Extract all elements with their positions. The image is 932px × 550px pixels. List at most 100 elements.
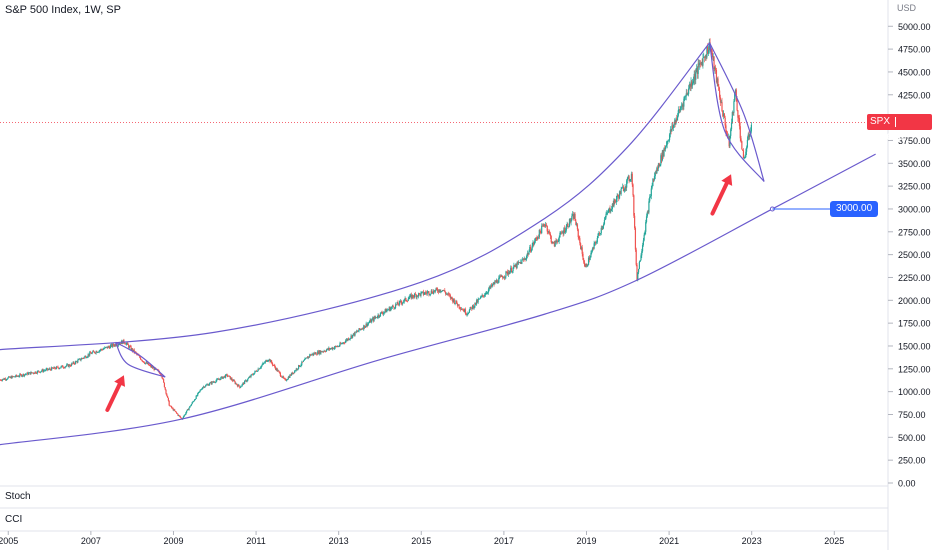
candle-body bbox=[170, 405, 172, 407]
candle-body bbox=[148, 365, 150, 366]
candle-body bbox=[164, 387, 166, 390]
candle-body bbox=[732, 111, 734, 113]
candle-body bbox=[411, 294, 413, 299]
candle-body bbox=[554, 240, 556, 247]
candle-body bbox=[508, 272, 510, 274]
candle-body bbox=[589, 257, 591, 260]
candle-body bbox=[259, 367, 262, 369]
candle-body bbox=[143, 362, 146, 364]
candle-body bbox=[644, 231, 646, 235]
candle-body bbox=[120, 343, 122, 345]
candle-body bbox=[571, 215, 573, 220]
candle-body bbox=[174, 409, 176, 411]
candle-body bbox=[695, 67, 698, 73]
candle-body bbox=[199, 390, 201, 392]
candle-body bbox=[633, 195, 635, 216]
candle-body bbox=[661, 150, 664, 161]
candle-body bbox=[460, 308, 462, 310]
candle-body bbox=[562, 232, 564, 234]
candle-body bbox=[347, 338, 349, 341]
candle-body bbox=[553, 242, 555, 243]
candle-body bbox=[645, 216, 648, 223]
candle-body bbox=[24, 374, 27, 376]
candle-body bbox=[731, 111, 733, 123]
y-tick-label: 2250.00 bbox=[898, 273, 931, 283]
candle-body bbox=[498, 276, 501, 278]
candle-body bbox=[597, 233, 599, 239]
candle-body bbox=[286, 379, 289, 380]
candle-body bbox=[397, 302, 399, 305]
candle-body bbox=[354, 331, 356, 336]
candle-body bbox=[625, 186, 627, 188]
candle-body bbox=[517, 262, 519, 264]
candle-body bbox=[110, 344, 112, 346]
candle-body bbox=[325, 351, 327, 353]
candle-body bbox=[626, 180, 628, 188]
stoch-pane-label[interactable]: Stoch bbox=[5, 491, 31, 502]
x-tick-label: 2011 bbox=[246, 536, 265, 546]
candle-body bbox=[16, 374, 18, 377]
candle-body bbox=[500, 275, 502, 277]
candle-body bbox=[479, 298, 481, 300]
candle-body bbox=[744, 156, 746, 158]
candle-body bbox=[599, 233, 602, 235]
candle-body bbox=[561, 232, 563, 234]
candle-body bbox=[340, 343, 343, 345]
candle-body bbox=[462, 309, 464, 311]
candle-body bbox=[466, 313, 468, 315]
candle-body bbox=[144, 362, 146, 364]
candle-body bbox=[706, 47, 708, 58]
candle-body bbox=[263, 362, 265, 364]
candle-body bbox=[670, 129, 672, 132]
candle-body bbox=[244, 380, 247, 382]
candle-body bbox=[187, 409, 189, 411]
candle-body bbox=[612, 203, 614, 207]
candle-body bbox=[721, 101, 723, 112]
candle-body bbox=[441, 291, 443, 292]
candle-body bbox=[734, 93, 736, 102]
candle-body bbox=[128, 344, 130, 348]
candle-body bbox=[13, 376, 15, 378]
candle-body bbox=[375, 317, 377, 319]
candle-body bbox=[399, 301, 401, 302]
candle-body bbox=[109, 345, 112, 349]
candle-body bbox=[74, 363, 76, 365]
candle-body bbox=[461, 309, 463, 310]
candle-body bbox=[428, 291, 430, 295]
candle-body bbox=[274, 365, 276, 368]
candle-body bbox=[14, 376, 16, 378]
candle-body bbox=[485, 292, 487, 295]
cci-pane-label[interactable]: CCI bbox=[5, 514, 23, 525]
candle-body bbox=[676, 118, 678, 121]
candle-body bbox=[483, 295, 486, 297]
candle-body bbox=[191, 402, 193, 405]
candle-body bbox=[235, 383, 237, 385]
candle-body bbox=[256, 371, 258, 372]
candle-body bbox=[691, 81, 693, 86]
arrow-2022 bbox=[710, 181, 729, 216]
candle-body bbox=[318, 350, 320, 355]
candle-body bbox=[387, 309, 390, 311]
candle-body bbox=[548, 231, 550, 233]
candle-body bbox=[278, 371, 281, 373]
candle-body bbox=[439, 289, 441, 292]
candle-body bbox=[614, 201, 617, 203]
candle-body bbox=[444, 292, 447, 294]
candle-body bbox=[33, 373, 35, 375]
candle-body bbox=[46, 368, 48, 370]
candle-body bbox=[617, 195, 619, 197]
candle-body bbox=[547, 231, 549, 233]
candle-body bbox=[288, 376, 290, 378]
candle-body bbox=[49, 368, 51, 370]
candle-body bbox=[98, 350, 100, 352]
candle-body bbox=[123, 339, 125, 343]
candle-body bbox=[514, 264, 516, 267]
candle-body bbox=[337, 346, 339, 348]
callout-3000[interactable]: 3000.00 bbox=[830, 200, 879, 217]
candle-body bbox=[330, 347, 332, 349]
candle-body bbox=[452, 298, 454, 302]
candle-body bbox=[672, 124, 675, 128]
candle-body bbox=[728, 137, 730, 147]
candle-body bbox=[88, 354, 90, 356]
